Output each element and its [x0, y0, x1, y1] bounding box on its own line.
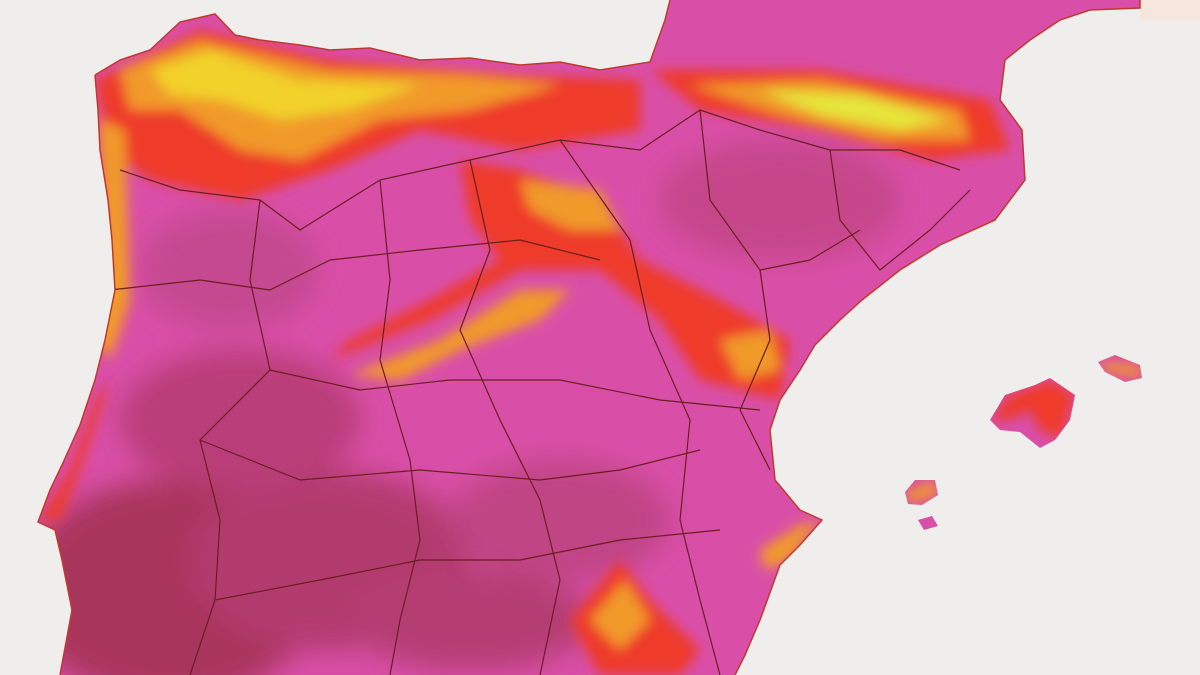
france-beige [1140, 0, 1200, 20]
province-borders [109, 109, 971, 675]
heat-blobs [38, 140, 900, 675]
coast-outline [37, 0, 1141, 675]
